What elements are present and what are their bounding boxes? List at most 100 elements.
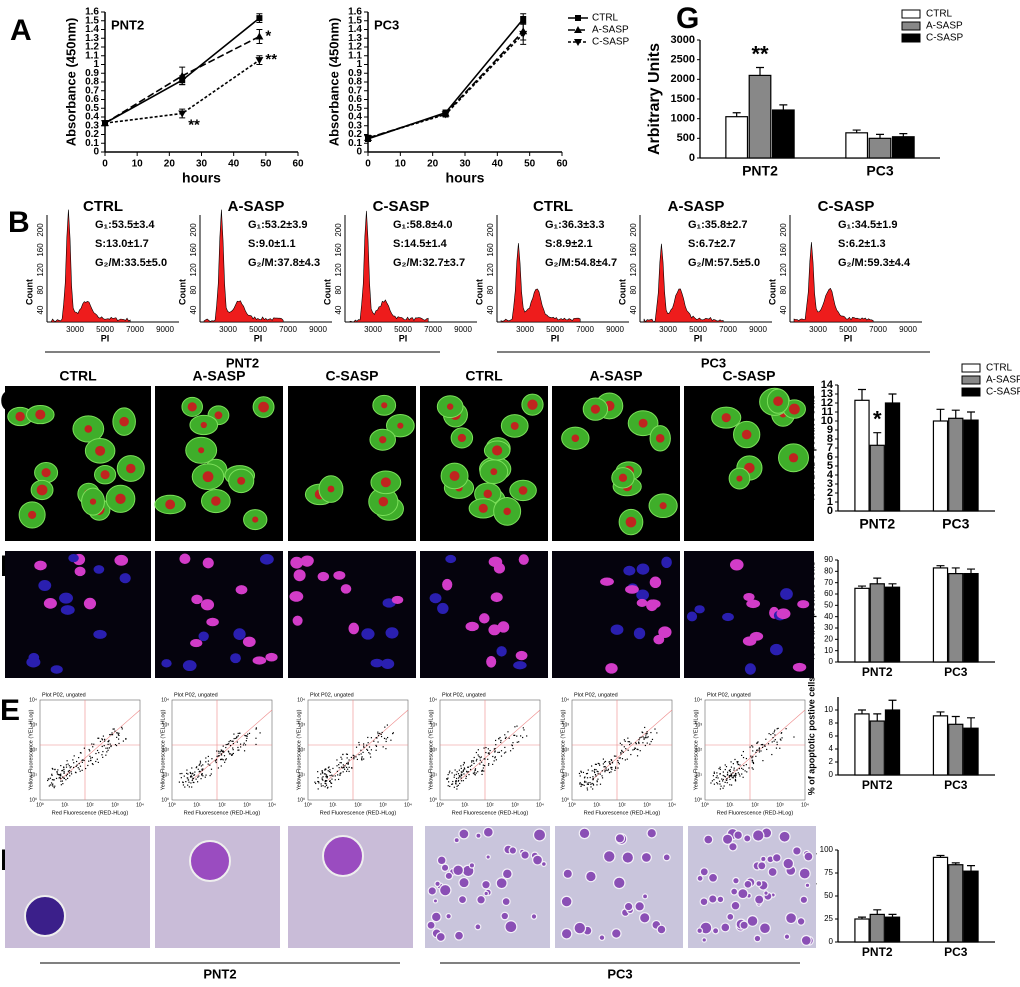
gate-line	[59, 709, 141, 781]
event-dot	[727, 773, 729, 775]
event-dot	[358, 744, 360, 746]
event-dot	[54, 785, 56, 787]
nucleus	[235, 585, 248, 595]
x-tick-label: 30	[459, 159, 471, 170]
event-dot	[205, 761, 207, 763]
event-dot	[632, 749, 634, 751]
event-dot	[457, 773, 460, 775]
event-dot	[760, 750, 762, 752]
event-dot	[63, 772, 65, 774]
event-dot	[614, 769, 616, 771]
event-dot	[200, 765, 202, 767]
event-dot	[514, 726, 516, 728]
event-dot	[221, 749, 223, 751]
histogram-stat: S:9.0±1.1	[248, 238, 296, 250]
gate-line	[459, 709, 541, 781]
event-dot	[505, 751, 507, 753]
cell-cluster	[754, 894, 765, 905]
x-tick-label: 5000	[394, 325, 412, 334]
bar	[884, 709, 901, 776]
event-dot	[66, 760, 68, 762]
event-dot	[508, 737, 510, 739]
event-dot	[722, 771, 724, 773]
event-dot	[710, 782, 712, 784]
nucleus	[34, 560, 47, 571]
x-tick-label: 20	[164, 159, 176, 170]
cell-cluster	[699, 867, 709, 877]
event-dot	[785, 728, 787, 730]
event-dot	[235, 737, 237, 740]
event-dot	[181, 772, 183, 775]
x-tick-label: 40	[228, 159, 240, 170]
event-dot	[718, 780, 721, 782]
event-dot	[339, 772, 341, 775]
error-bar	[779, 104, 788, 111]
event-dot	[353, 755, 355, 757]
x-tick-label: 3000	[219, 325, 237, 334]
event-dot	[586, 783, 588, 785]
event-dot	[643, 738, 645, 740]
nucleus	[721, 413, 731, 423]
y-axis-label: Yellow Fluorescence (YEL-HLog)	[560, 709, 566, 790]
plot-title: Plot P02, ungated	[174, 692, 218, 698]
event-dot	[483, 770, 485, 772]
event-dot	[627, 737, 629, 739]
event-dot	[513, 734, 515, 736]
error-bar	[365, 134, 371, 142]
event-dot	[752, 756, 754, 758]
event-dot	[770, 733, 772, 736]
event-dot	[218, 755, 220, 757]
event-dot	[98, 752, 100, 754]
event-dot	[52, 783, 54, 785]
nucleus	[200, 421, 207, 429]
event-dot	[219, 751, 221, 753]
y-tick-label: 10⁰	[29, 797, 37, 803]
y-tick-label: 80	[36, 285, 45, 294]
event-dot	[337, 774, 339, 776]
event-dot	[633, 748, 635, 750]
event-dot	[197, 768, 199, 770]
event-dot	[63, 768, 65, 771]
y-tick-label: 10⁴	[429, 697, 437, 703]
event-dot	[610, 759, 612, 761]
y-tick-label: 0.8	[85, 77, 99, 88]
event-dot	[84, 767, 87, 770]
event-dot	[465, 777, 467, 779]
y-tick-label: 1	[93, 59, 99, 70]
event-dot	[495, 744, 497, 746]
event-dot	[217, 767, 219, 769]
event-dot	[735, 774, 737, 776]
event-dot	[330, 786, 332, 788]
nucleus	[100, 470, 110, 480]
y-tick-label: 160	[334, 243, 343, 257]
event-dot	[386, 736, 389, 739]
event-dot	[338, 767, 340, 769]
image	[288, 551, 416, 678]
event-dot	[459, 776, 461, 778]
y-tick-label: 0	[93, 147, 99, 158]
y-tick-label: 0	[689, 152, 695, 164]
event-dot	[767, 743, 770, 745]
event-dot	[742, 750, 744, 753]
event-dot	[773, 740, 775, 742]
event-dot	[377, 733, 379, 735]
y-tick-label: 120	[36, 263, 45, 277]
event-dot	[597, 762, 599, 765]
event-dot	[713, 783, 715, 785]
event-dot	[95, 752, 97, 755]
event-dot	[370, 749, 373, 751]
nucleus	[510, 421, 519, 430]
event-dot	[351, 767, 353, 769]
event-dot	[392, 732, 394, 734]
event-dot	[474, 769, 476, 771]
event-dot	[69, 775, 71, 777]
event-dot	[201, 773, 203, 775]
marker	[575, 15, 581, 21]
event-dot	[360, 749, 362, 751]
nucleus	[741, 429, 752, 440]
event-dot	[455, 782, 457, 784]
nucleus	[515, 650, 528, 661]
event-dot	[340, 772, 342, 774]
y-tick-label: 50	[824, 891, 833, 900]
event-dot	[597, 778, 599, 780]
